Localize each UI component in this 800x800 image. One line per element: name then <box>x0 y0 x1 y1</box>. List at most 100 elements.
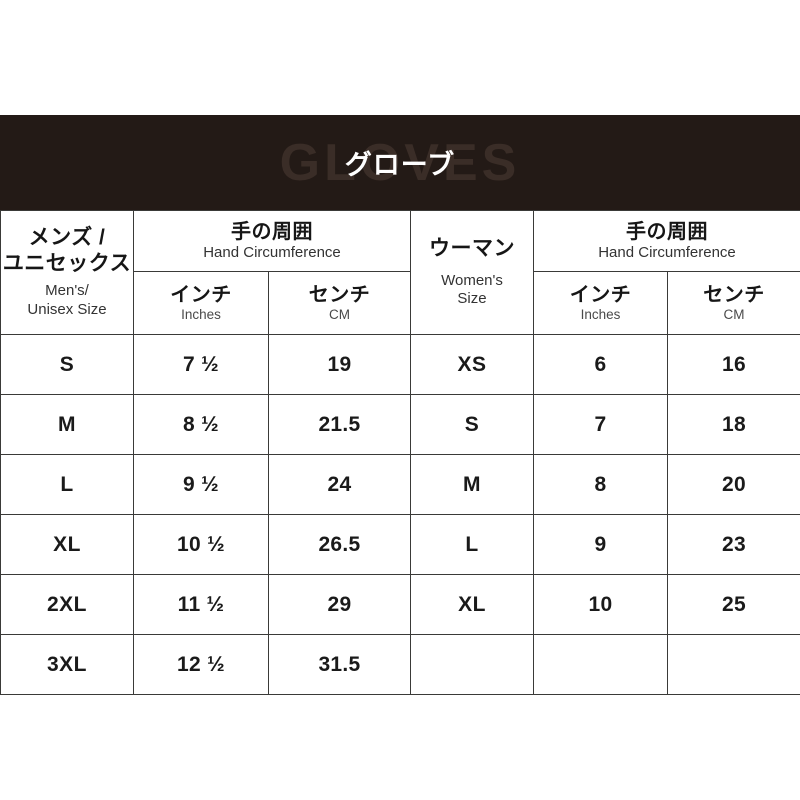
header-womens-size-jp: ウーマン <box>429 236 515 260</box>
cell-mens-size: 3XL <box>0 634 134 695</box>
cell-womens-size: L <box>410 514 534 575</box>
header-womens-size-en-line1: Women's <box>441 271 503 289</box>
value-mens-inches: 9 ½ <box>183 472 219 496</box>
header-mens-size-jp-line2: ユニセックス <box>2 251 132 275</box>
header-mens-cm-jp: センチ <box>308 283 371 306</box>
cell-womens-cm: 20 <box>667 454 800 515</box>
header-mens-hand-circumference: 手の周囲 Hand Circumference <box>133 210 411 272</box>
cell-mens-size: S <box>0 334 134 395</box>
cell-mens-inches: 12 ½ <box>133 634 269 695</box>
cell-mens-inches: 9 ½ <box>133 454 269 515</box>
value-womens-cm: 23 <box>722 532 746 556</box>
cell-womens-inches: 7 <box>533 394 668 455</box>
table-row: XL 10 ½ 26.5 L 9 23 <box>0 514 800 575</box>
banner-watermark-text: GLOVES <box>279 133 521 192</box>
value-mens-size: 3XL <box>46 652 87 676</box>
cell-womens-size <box>410 634 534 695</box>
header-womens-cm-en: CM <box>723 306 745 322</box>
header-mens-cm-en: CM <box>329 306 350 322</box>
value-womens-cm: 20 <box>722 472 746 496</box>
value-mens-size: M <box>58 412 76 436</box>
cell-womens-cm <box>667 634 800 695</box>
table-row: 2XL 11 ½ 29 XL 10 25 <box>0 574 800 635</box>
table-header-row-top: メンズ / ユニセックス Men's/ Unisex Size 手の周囲 Han… <box>0 210 800 335</box>
value-womens-cm: 16 <box>722 352 746 376</box>
table-row: 3XL 12 ½ 31.5 <box>0 634 800 695</box>
cell-mens-size: M <box>0 394 134 455</box>
cell-mens-cm: 29 <box>268 574 411 635</box>
header-mens-inches-jp: インチ <box>170 283 232 306</box>
table-header-row-bottom: インチ Inches センチ CM インチ Inches <box>1 271 800 335</box>
value-mens-cm: 31.5 <box>318 652 361 676</box>
cell-mens-inches: 11 ½ <box>133 574 269 635</box>
cell-mens-size: XL <box>0 514 134 575</box>
value-womens-size: XL <box>458 592 486 616</box>
cell-mens-cm: 31.5 <box>268 634 411 695</box>
cell-mens-cm: 19 <box>268 334 411 395</box>
cell-womens-size: S <box>410 394 534 455</box>
cell-womens-inches: 8 <box>533 454 668 515</box>
cell-mens-size: 2XL <box>0 574 134 635</box>
value-mens-inches: 8 ½ <box>183 412 219 436</box>
header-mens-measure-en: Hand Circumference <box>203 243 341 261</box>
cell-womens-inches: 6 <box>533 334 668 395</box>
banner-title-text: グローブ <box>344 150 456 180</box>
value-mens-inches: 11 ½ <box>177 592 225 616</box>
value-mens-size: XL <box>53 532 81 556</box>
value-womens-cm: 25 <box>722 592 746 616</box>
cell-mens-inches: 7 ½ <box>133 334 269 395</box>
cell-mens-inches: 10 ½ <box>133 514 269 575</box>
value-mens-size: L <box>60 472 74 496</box>
glove-size-table: メンズ / ユニセックス Men's/ Unisex Size 手の周囲 Han… <box>0 210 800 695</box>
header-mens-measure-jp: 手の周囲 <box>231 220 313 243</box>
value-womens-size: S <box>464 412 480 436</box>
header-womens-cm-jp: センチ <box>703 283 765 306</box>
value-womens-inches: 10 <box>588 592 613 616</box>
header-mens-size-en-line2: Unisex Size <box>27 301 107 319</box>
cell-mens-cm: 21.5 <box>268 394 411 455</box>
header-mens-cm: センチ CM <box>268 271 411 335</box>
header-mens-inches: インチ Inches <box>133 271 269 335</box>
table-row: L 9 ½ 24 M 8 20 <box>0 454 800 515</box>
header-womens-hand-circumference: 手の周囲 Hand Circumference <box>533 210 800 272</box>
value-womens-size: L <box>465 532 479 556</box>
value-mens-cm: 21.5 <box>318 412 361 436</box>
cell-mens-size: L <box>0 454 134 515</box>
header-mens-inches-en: Inches <box>181 306 221 322</box>
value-mens-size: 2XL <box>46 592 87 616</box>
value-mens-cm: 29 <box>327 592 352 616</box>
cell-womens-inches <box>533 634 668 695</box>
cell-womens-cm: 16 <box>667 334 800 395</box>
header-mens-size: メンズ / ユニセックス Men's/ Unisex Size <box>0 210 134 335</box>
value-mens-inches: 10 ½ <box>177 532 225 556</box>
value-mens-inches: 7 ½ <box>183 352 219 376</box>
cell-womens-inches: 9 <box>533 514 668 575</box>
value-mens-cm: 26.5 <box>318 532 361 556</box>
cell-womens-cm: 23 <box>667 514 800 575</box>
value-womens-size: M <box>463 472 481 496</box>
cell-womens-cm: 25 <box>667 574 800 635</box>
value-womens-inches: 8 <box>594 472 607 496</box>
header-womens-cm: センチ CM <box>667 271 800 335</box>
header-womens-size: ウーマン Women's Size <box>410 210 534 335</box>
header-womens-inches: インチ Inches <box>533 271 668 335</box>
value-womens-size: XS <box>457 352 487 376</box>
header-womens-size-en-line2: Size <box>457 290 487 308</box>
table-row: M 8 ½ 21.5 S 7 18 <box>0 394 800 455</box>
cell-womens-inches: 10 <box>533 574 668 635</box>
header-womens-measure-en: Hand Circumference <box>598 243 736 261</box>
header-womens-inches-en: Inches <box>580 306 621 322</box>
cell-mens-cm: 26.5 <box>268 514 411 575</box>
value-mens-cm: 19 <box>327 352 352 376</box>
cell-womens-cm: 18 <box>667 394 800 455</box>
cell-womens-size: XS <box>410 334 534 395</box>
value-womens-cm: 18 <box>722 412 746 436</box>
value-womens-inches: 7 <box>594 412 607 436</box>
value-mens-cm: 24 <box>327 472 352 496</box>
header-womens-measure-jp: 手の周囲 <box>626 220 708 243</box>
table-row: S 7 ½ 19 XS 6 16 <box>0 334 800 395</box>
header-mens-size-jp-line1: メンズ / <box>28 226 106 250</box>
cell-womens-size: XL <box>410 574 534 635</box>
value-womens-inches: 9 <box>594 532 607 556</box>
